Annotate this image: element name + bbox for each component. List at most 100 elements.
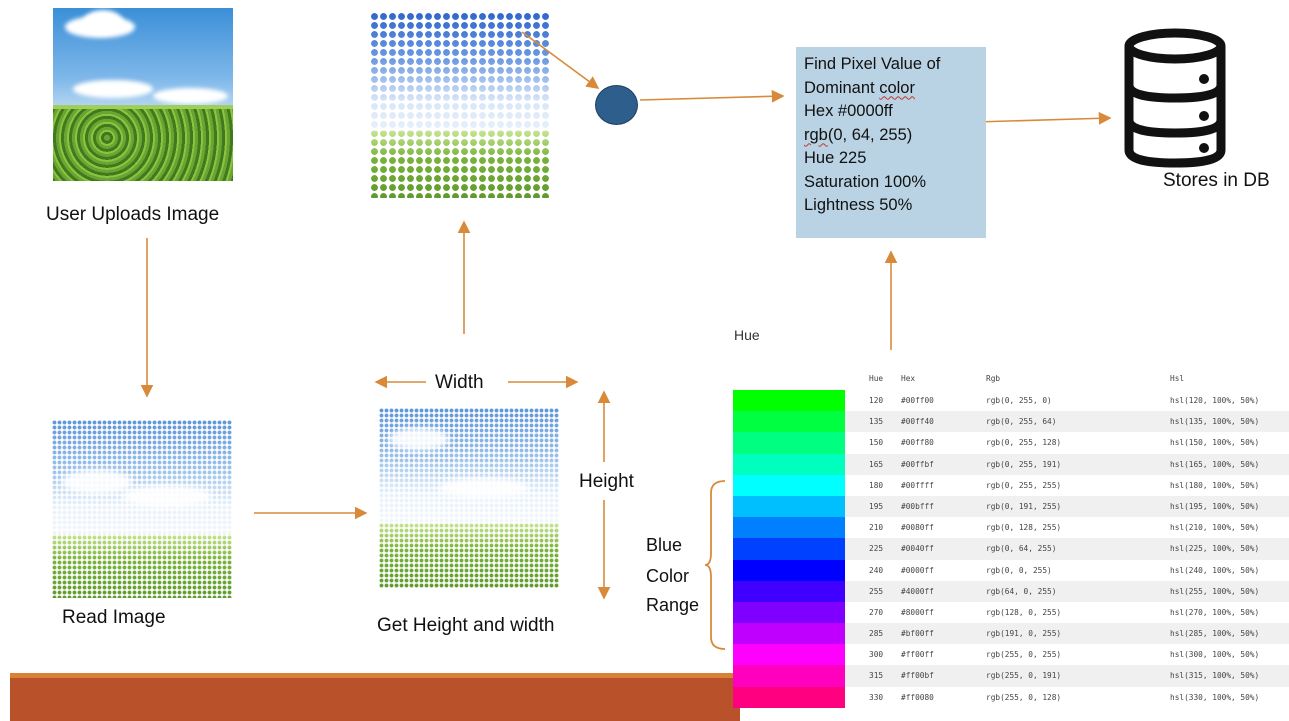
cell-hex: #00bfff bbox=[901, 501, 934, 511]
table-row: 150 #00ff80 rgb(0, 255, 128) hsl(150, 100%,… bbox=[733, 432, 1289, 454]
info-line-2: Dominant color bbox=[804, 78, 915, 97]
header-rgb: Rgb bbox=[986, 374, 1001, 383]
hue-table: Hue Hex Rgb Hsl 120 #00ff00 rgb(0, 255, 0)… bbox=[733, 368, 1289, 708]
dominant-color-node bbox=[595, 85, 638, 125]
cell-hex: #ff00ff bbox=[901, 650, 934, 660]
cell-hex: #00ffbf bbox=[901, 459, 934, 469]
color-swatch bbox=[733, 432, 845, 454]
table-row: 285 #bf00ff rgb(191, 0, 255) hsl(285, 100%,… bbox=[733, 623, 1289, 645]
header-hsl: Hsl bbox=[1170, 374, 1185, 383]
user-uploads-label: User Uploads Image bbox=[46, 204, 220, 225]
cell-hue: 315 bbox=[869, 671, 884, 681]
color-swatch bbox=[733, 453, 845, 475]
cell-hex: #0000ff bbox=[901, 565, 934, 575]
cell-hex: #00ff80 bbox=[901, 438, 934, 448]
info-line-5: Hue 225 bbox=[804, 149, 867, 167]
cell-hue: 165 bbox=[869, 459, 884, 469]
height-label: Height bbox=[579, 471, 634, 492]
cell-rgb: rgb(0, 255, 191) bbox=[986, 459, 1062, 469]
table-row: 315 #ff00bf rgb(255, 0, 191) hsl(315, 100%,… bbox=[733, 665, 1289, 687]
cell-hsl: hsl(330, 100%, 50%) bbox=[1170, 692, 1260, 702]
color-swatch bbox=[733, 601, 845, 624]
cell-hex: #0040ff bbox=[901, 544, 934, 554]
cell-hex: #bf00ff bbox=[901, 629, 934, 639]
table-row: 270 #8000ff rgb(128, 0, 255) hsl(270, 100%,… bbox=[733, 601, 1289, 624]
header-hue: Hue bbox=[869, 374, 884, 383]
read-image-label: Read Image bbox=[62, 607, 166, 628]
cell-hue: 255 bbox=[869, 586, 884, 596]
cell-rgb: rgb(0, 191, 255) bbox=[986, 501, 1062, 511]
color-swatch bbox=[733, 644, 845, 666]
cell-rgb: rgb(255, 0, 128) bbox=[986, 692, 1062, 702]
color-swatch bbox=[733, 623, 845, 645]
cell-hue: 150 bbox=[869, 438, 884, 448]
cell-rgb: rgb(255, 0, 191) bbox=[986, 671, 1062, 681]
cell-hex: #00ff00 bbox=[901, 396, 934, 405]
database-icon bbox=[1124, 28, 1226, 168]
blue-range-label-2: Color bbox=[646, 566, 690, 586]
get-hw-label: Get Height and width bbox=[377, 615, 555, 636]
info-line-7: Lightness 50% bbox=[804, 196, 913, 214]
read-image bbox=[52, 420, 232, 598]
color-swatch bbox=[733, 517, 845, 539]
table-row: 300 #ff00ff rgb(255, 0, 255) hsl(300, 100%,… bbox=[733, 644, 1289, 666]
cell-rgb: rgb(255, 0, 255) bbox=[986, 650, 1062, 660]
cell-rgb: rgb(128, 0, 255) bbox=[986, 607, 1062, 617]
cell-hue: 135 bbox=[869, 417, 884, 427]
hue-side-label: Hue bbox=[734, 327, 760, 343]
cell-rgb: rgb(0, 255, 64) bbox=[986, 417, 1057, 427]
arrow-node-to-info bbox=[639, 89, 785, 103]
cell-hsl: hsl(165, 100%, 50%) bbox=[1170, 459, 1260, 469]
cell-hue: 270 bbox=[869, 607, 884, 617]
cell-hsl: hsl(135, 100%, 50%) bbox=[1170, 417, 1260, 427]
table-row: 255 #4000ff rgb(64, 0, 255) hsl(255, 100%, … bbox=[733, 580, 1289, 602]
cell-hsl: hsl(120, 100%, 50%) bbox=[1170, 396, 1260, 405]
cell-hex: #4000ff bbox=[901, 586, 934, 596]
table-row: 180 #00ffff rgb(0, 255, 255) hsl(180, 100%,… bbox=[733, 474, 1289, 496]
cell-hex: #ff00bf bbox=[901, 671, 934, 681]
dotted-image bbox=[370, 12, 550, 198]
cell-hsl: hsl(240, 100%, 50%) bbox=[1170, 565, 1260, 575]
cell-hex: #00ffff bbox=[901, 480, 934, 490]
blue-range-label-1: Blue bbox=[646, 535, 683, 555]
cell-hue: 210 bbox=[869, 523, 884, 533]
cell-hsl: hsl(210, 100%, 50%) bbox=[1170, 523, 1260, 533]
table-row: 225 #0040ff rgb(0, 64, 255) hsl(225, 100%, … bbox=[733, 538, 1289, 560]
table-row: 240 #0000ff rgb(0, 0, 255) hsl(240, 100%, 5… bbox=[733, 559, 1289, 581]
cell-hsl: hsl(180, 100%, 50%) bbox=[1170, 480, 1260, 490]
cell-hsl: hsl(300, 100%, 50%) bbox=[1170, 650, 1260, 660]
pixel-value-box: Find Pixel Value of Dominant color Hex #… bbox=[796, 47, 986, 238]
cell-hue: 285 bbox=[869, 629, 884, 639]
color-swatch bbox=[733, 686, 845, 708]
info-line-4: rgb(0, 64, 255) bbox=[804, 125, 913, 144]
color-swatch bbox=[733, 559, 845, 581]
table-row: 120 #00ff00 rgb(0, 255, 0) hsl(120, 100%, 5… bbox=[733, 390, 1289, 412]
info-line-1: Find Pixel Value of bbox=[804, 55, 941, 73]
cell-rgb: rgb(0, 0, 255) bbox=[986, 565, 1052, 575]
arrow-dots-to-node bbox=[521, 31, 600, 89]
cell-hue: 180 bbox=[869, 480, 884, 490]
table-row: 135 #00ff40 rgb(0, 255, 64) hsl(135, 100%, … bbox=[733, 411, 1289, 433]
color-swatch bbox=[733, 474, 845, 496]
cell-rgb: rgb(0, 255, 255) bbox=[986, 480, 1062, 490]
cell-hex: #00ff40 bbox=[901, 417, 934, 427]
info-line-6: Saturation 100% bbox=[804, 172, 927, 191]
cell-hex: #8000ff bbox=[901, 607, 934, 617]
cell-hsl: hsl(315, 100%, 50%) bbox=[1170, 671, 1260, 681]
cell-hue: 120 bbox=[869, 396, 884, 405]
header-hex: Hex bbox=[901, 374, 916, 383]
table-row: 195 #00bfff rgb(0, 191, 255) hsl(195, 100%,… bbox=[733, 495, 1289, 518]
color-swatch bbox=[733, 411, 845, 433]
cell-hsl: hsl(285, 100%, 50%) bbox=[1170, 629, 1260, 639]
bottom-bar bbox=[10, 673, 740, 721]
cell-rgb: rgb(0, 128, 255) bbox=[986, 523, 1062, 533]
color-swatch bbox=[733, 665, 845, 687]
stores-db-label: Stores in DB bbox=[1163, 170, 1270, 191]
blue-range-label-3: Range bbox=[646, 595, 700, 615]
table-header: Hue Hex Rgb Hsl bbox=[733, 368, 1289, 390]
sized-image bbox=[379, 408, 559, 588]
arrow-info-to-db bbox=[974, 111, 1112, 125]
cell-hsl: hsl(255, 100%, 50%) bbox=[1170, 586, 1260, 596]
cell-rgb: rgb(0, 255, 0) bbox=[986, 396, 1052, 405]
